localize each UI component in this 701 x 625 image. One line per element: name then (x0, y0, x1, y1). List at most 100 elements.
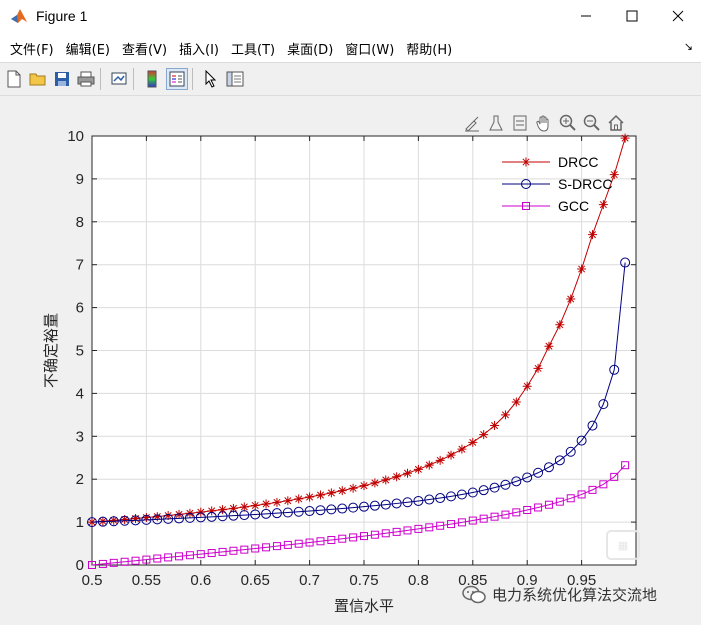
data-point-drcc (511, 397, 521, 407)
data-point-gcc (349, 533, 358, 542)
data-point-s-drcc (391, 498, 402, 509)
title-bar: Figure 1 (0, 0, 701, 32)
data-point-drcc (620, 133, 630, 143)
data-point-s-drcc (533, 467, 544, 478)
data-point-s-drcc (413, 495, 424, 506)
data-point-gcc (599, 480, 608, 489)
data-point-drcc (533, 363, 543, 373)
close-button[interactable] (655, 0, 701, 32)
data-point-s-drcc (565, 446, 576, 457)
data-point-s-drcc (141, 514, 152, 525)
menu-tools[interactable]: 工具(T) (231, 42, 276, 58)
data-point-s-drcc (326, 504, 337, 515)
legend-label-gcc: GCC (558, 198, 589, 214)
data-point-drcc (577, 264, 587, 274)
legend-marker-s-drcc (521, 179, 531, 189)
save-button[interactable] (52, 69, 72, 89)
x-axis-label: 置信水平 (334, 597, 394, 615)
data-point-s-drcc (576, 435, 587, 446)
data-point-s-drcc (522, 472, 533, 483)
new-figure-button[interactable] (4, 69, 24, 89)
data-point-drcc (141, 513, 151, 523)
data-point-drcc (305, 492, 315, 502)
y-tick-label: 0 (76, 557, 84, 574)
minimize-button[interactable] (563, 0, 609, 32)
y-tick-label: 3 (76, 428, 84, 445)
data-point-drcc (490, 421, 500, 431)
menu-file[interactable]: 文件(F) (10, 42, 54, 58)
link-plot-icon (111, 72, 127, 85)
menu-window[interactable]: 窗口(W) (345, 42, 395, 58)
print-button[interactable] (76, 69, 96, 89)
data-point-drcc (228, 503, 238, 513)
colorbar-icon (147, 70, 157, 88)
toolbar-separator (100, 68, 101, 90)
legend-label-drcc: DRCC (558, 154, 598, 170)
property-inspector-button[interactable] (225, 69, 245, 89)
data-point-s-drcc (359, 501, 369, 512)
dock-arrow-icon[interactable]: ↘ (683, 40, 693, 53)
window-title: Figure 1 (36, 8, 88, 24)
data-point-gcc (207, 549, 216, 558)
matlab-icon (10, 7, 28, 25)
data-point-s-drcc (293, 506, 304, 517)
data-point-s-drcc (97, 516, 108, 527)
data-point-drcc (555, 320, 565, 330)
x-tick-label: 0.65 (241, 572, 270, 589)
menu-desktop[interactable]: 桌面(D) (287, 42, 334, 58)
data-point-s-drcc (152, 514, 163, 525)
data-point-drcc (403, 468, 413, 478)
link-plot-button[interactable] (109, 69, 129, 89)
data-cursor-icon (489, 115, 503, 131)
brush-button[interactable] (460, 112, 484, 134)
data-point-gcc (403, 526, 412, 535)
printer-icon (77, 71, 95, 87)
data-point-gcc (120, 557, 129, 566)
zoom-in-button[interactable] (556, 112, 580, 134)
menu-edit[interactable]: 编辑(E) (65, 42, 110, 58)
zoom-out-button[interactable] (580, 112, 604, 134)
data-point-gcc (229, 546, 238, 555)
edit-plot-button[interactable] (201, 69, 221, 89)
data-point-gcc (512, 508, 521, 517)
data-point-gcc (98, 559, 107, 568)
colorbar-button[interactable] (142, 69, 162, 89)
open-file-button[interactable] (28, 69, 48, 89)
data-point-drcc (283, 496, 293, 506)
zoom-out-icon (583, 114, 600, 131)
data-point-drcc (435, 455, 445, 465)
data-point-gcc (196, 550, 205, 559)
data-point-s-drcc (456, 489, 467, 500)
data-point-s-drcc (478, 485, 489, 496)
data-point-s-drcc (228, 510, 239, 521)
menu-view[interactable]: 查看(V) (121, 42, 168, 58)
pan-button[interactable] (532, 112, 556, 134)
y-tick-label: 5 (76, 343, 84, 360)
save-axes-button[interactable] (508, 112, 532, 134)
menu-insert[interactable]: 插入(I) (179, 42, 220, 58)
data-point-s-drcc (424, 494, 435, 505)
property-inspector-icon (226, 71, 244, 87)
menu-help[interactable]: 帮助(H) (406, 42, 453, 58)
data-point-gcc (436, 521, 445, 530)
x-tick-label: 0.9 (517, 572, 538, 589)
data-point-s-drcc (587, 420, 598, 431)
restore-view-button[interactable] (604, 112, 628, 134)
brush-icon (465, 116, 479, 132)
data-point-s-drcc (217, 511, 228, 522)
y-axis-label: 不确定裕量 (42, 313, 60, 388)
data-point-drcc (609, 170, 619, 180)
maximize-button[interactable] (609, 0, 655, 32)
data-point-gcc (218, 547, 227, 556)
data-tips-button[interactable] (484, 112, 508, 134)
legend-marker-gcc (522, 202, 530, 210)
data-point-gcc (327, 535, 336, 544)
data-point-drcc (174, 509, 184, 519)
data-point-gcc (425, 523, 434, 532)
data-point-gcc (501, 510, 510, 519)
data-point-s-drcc (369, 500, 380, 511)
wechat-icon (462, 585, 486, 603)
legend-button[interactable] (166, 68, 188, 90)
x-tick-label: 0.85 (458, 572, 487, 589)
home-icon (608, 114, 624, 131)
